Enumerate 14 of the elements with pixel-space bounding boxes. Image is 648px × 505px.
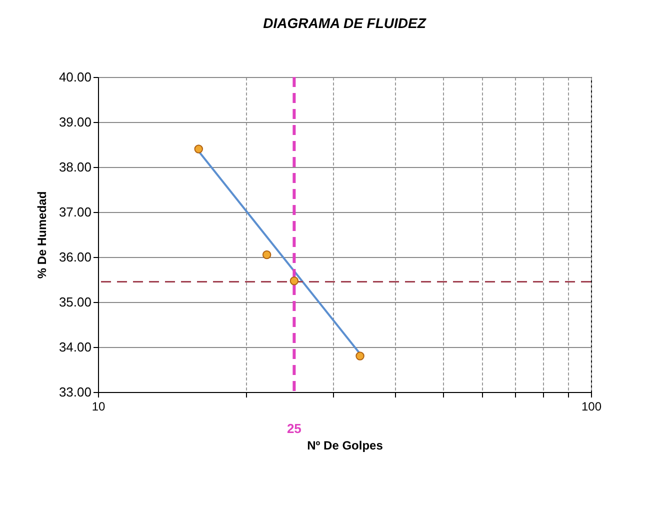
y-tick-label: 39.00	[58, 114, 92, 130]
y-tick-label: 34.00	[58, 340, 92, 354]
y-axis-title: % De Humedad	[34, 191, 49, 279]
x-tick-label: 100	[581, 400, 602, 414]
chart-title: DIAGRAMA DE FLUIDEZ	[263, 15, 426, 31]
y-tick-label: 33.00	[58, 384, 92, 400]
y-tick-label: 40.00	[58, 70, 92, 84]
x-axis-title: Nº De Golpes	[307, 438, 384, 452]
x-tick-label: 10	[92, 400, 106, 414]
y-tick-label: 36.00	[58, 250, 92, 264]
y-tick-label: 38.00	[58, 160, 92, 174]
y-tick-label: 37.00	[58, 204, 92, 220]
ref-line-label: 25	[286, 421, 302, 436]
y-tick-label: 35.00	[58, 294, 92, 310]
